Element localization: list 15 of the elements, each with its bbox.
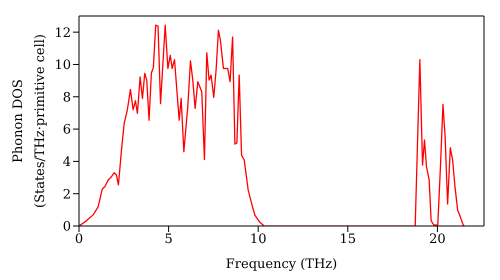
y-tick-label: 4 bbox=[62, 155, 71, 170]
x-tick-label: 5 bbox=[164, 232, 173, 248]
y-tick-label: 8 bbox=[62, 90, 71, 106]
y-tick-label: 2 bbox=[62, 187, 71, 202]
x-tick-label: 15 bbox=[340, 232, 356, 248]
x-axis-title: Frequency (THz) bbox=[226, 257, 338, 272]
line-series bbox=[79, 24, 465, 226]
y-tick-label: 10 bbox=[54, 58, 71, 74]
x-tick-label: 20 bbox=[429, 232, 446, 248]
y-axis-title: Phonon DOS (States/THz·primitive cell) bbox=[11, 34, 48, 208]
y-tick-label: 6 bbox=[62, 122, 71, 138]
y-tick-label: 0 bbox=[62, 220, 71, 235]
x-tick-label: 0 bbox=[74, 232, 84, 248]
y-tick-label: 12 bbox=[54, 26, 71, 41]
x-tick-label: 10 bbox=[250, 232, 266, 248]
